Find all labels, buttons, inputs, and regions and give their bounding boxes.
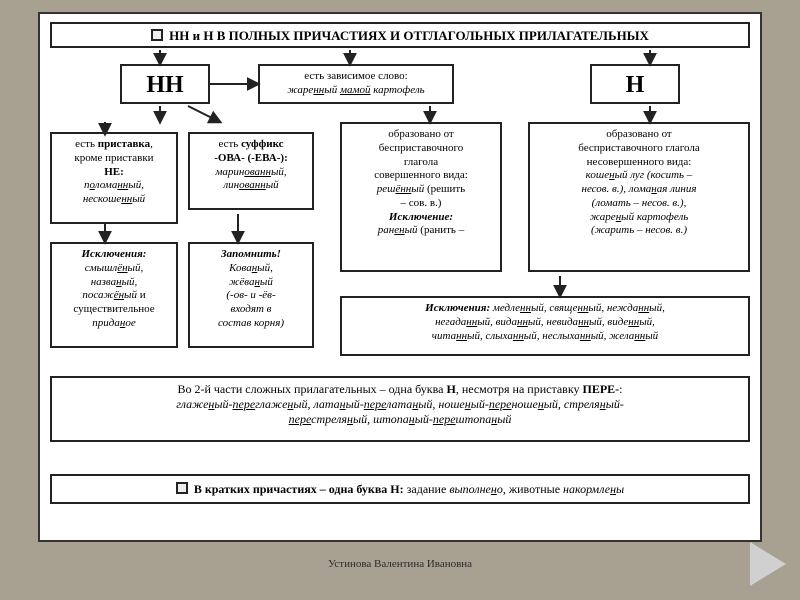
author-caption: Устинова Валентина Ивановна — [0, 558, 800, 570]
node-hh: НН — [120, 64, 210, 104]
next-slide-button[interactable] — [750, 542, 786, 586]
node-compound: Во 2-й части сложных прилагательных – од… — [50, 376, 750, 442]
diagram-canvas: НН и Н В ПОЛНЫХ ПРИЧАСТИЯХ И ОТГЛАГОЛЬНЫ… — [38, 12, 762, 542]
node-h: Н — [590, 64, 680, 104]
node-exceptions-left: Исключения: смышлёный, названый, посажён… — [50, 242, 178, 348]
node-perfective: образовано от бесприставочного глагола с… — [340, 122, 502, 272]
node-dependent-word: есть зависимое слово: жаренный мамой кар… — [258, 64, 454, 104]
node-suffix: есть суффикс -ОВА- (-ЕВА-): маринованный… — [188, 132, 314, 210]
node-remember: Запомнить! Кованый, жёваный (-ов- и -ёв-… — [188, 242, 314, 348]
node-prefix: есть приставка, кроме приставки НЕ: поло… — [50, 132, 178, 224]
node-imperfective: образовано от бесприставочного глагола н… — [528, 122, 750, 272]
node-short-participles: В кратких причастиях – одна буква Н: зад… — [50, 474, 750, 504]
title-text: НН и Н В ПОЛНЫХ ПРИЧАСТИЯХ И ОТГЛАГОЛЬНЫ… — [169, 28, 649, 43]
node-exceptions-right: Исключения: медленный, священный, неждан… — [340, 296, 750, 356]
title-box: НН и Н В ПОЛНЫХ ПРИЧАСТИЯХ И ОТГЛАГОЛЬНЫ… — [50, 22, 750, 48]
